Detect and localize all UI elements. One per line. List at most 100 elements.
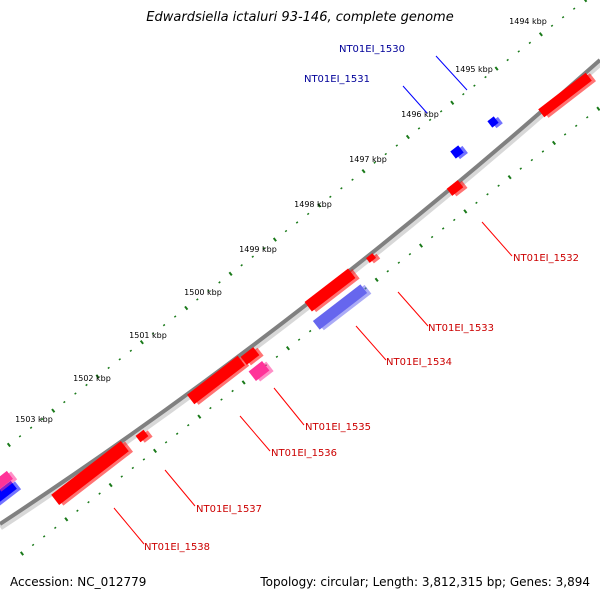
gene-label-leader [164,469,196,507]
tick-mark [541,150,545,153]
gene-block[interactable] [135,428,153,445]
tick-mark [18,435,22,438]
map-title: Edwardsiella ictaluri 93-146, complete g… [146,10,454,25]
tick-mark [563,133,567,136]
tick-mark [85,383,88,387]
tick-mark [453,218,456,222]
tick-mark [418,243,424,248]
gene-label[interactable]: NT01EI_1535 [305,422,371,433]
gene-label[interactable]: NT01EI_1530 [339,44,405,55]
tick-mark [98,492,101,495]
gene-label[interactable]: NT01EI_1538 [144,542,210,553]
tick-mark [184,305,189,311]
gene-block[interactable] [487,115,503,130]
gene-block[interactable] [304,267,360,314]
gene-block[interactable] [248,359,274,383]
gene-label-leader [273,387,305,426]
gene-label[interactable]: NT01EI_1531 [304,74,370,85]
tick-mark [186,424,190,427]
tick-mark [228,271,233,277]
gene-label-leader [397,291,429,327]
tick-mark [386,270,390,273]
tick-mark [317,203,322,208]
gene-block[interactable] [312,282,372,332]
tick-label: 1496 kbp [401,110,439,119]
tick-mark [550,24,554,27]
tick-mark [285,346,291,351]
tick-mark [139,340,144,345]
tick-mark [87,500,90,504]
gene-block[interactable] [240,345,264,367]
tick-mark [95,374,100,379]
tick-mark [528,41,532,45]
tick-mark [308,329,312,333]
tick-label: 1502 kbp [73,374,111,383]
tick-label: 1501 kbp [129,331,167,340]
tick-mark [395,144,399,147]
tick-mark [31,543,35,547]
gene-label[interactable]: NT01EI_1533 [428,323,494,334]
outer-tick-row [6,0,588,448]
gene-label-leader [481,221,513,257]
tick-mark [152,448,158,454]
tick-mark [397,261,401,264]
tick-mark [583,0,588,3]
tick-mark [484,75,487,79]
tick-mark [551,140,557,146]
gene-block-edge-rna[interactable] [0,469,18,493]
gene-block[interactable] [450,144,468,161]
tick-mark [329,195,332,199]
tick-mark [530,158,534,162]
tick-label: 1497 kbp [349,155,387,164]
tick-mark [561,16,565,19]
tick-mark [240,264,243,267]
tick-mark [430,235,434,239]
tick-mark [428,118,432,122]
tick-mark [197,414,202,419]
tick-label: 1500 kbp [184,288,222,297]
tick-mark [42,535,46,538]
gene-block-edge-top[interactable] [538,71,597,120]
tick-mark [207,289,210,293]
tick-label: 1494 kbp [509,17,547,26]
gene-block[interactable] [187,354,250,407]
gene-block[interactable] [446,178,468,198]
tick-mark [439,110,443,113]
tick-label: 1503 kbp [15,415,53,424]
tick-mark [275,355,279,358]
gene-label[interactable]: NT01EI_1532 [513,253,579,264]
gene-label[interactable]: NT01EI_1536 [271,448,337,459]
tick-mark [506,58,509,62]
gene-block-edge-bottom[interactable] [0,479,22,516]
gene-block[interactable] [51,439,134,507]
gene-label-leader [435,55,468,91]
gene-label[interactable]: NT01EI_1534 [386,357,452,368]
tick-mark [231,389,234,393]
tick-mark [351,178,354,181]
tick-mark [129,349,133,352]
tick-mark [76,509,79,512]
tick-mark [151,332,155,335]
tick-mark [262,246,266,250]
tick-mark [374,277,379,283]
gene-label[interactable]: NT01EI_1537 [196,504,262,515]
tick-mark [64,517,69,522]
tick-mark [463,209,468,214]
tick-mark [586,116,589,119]
tick-mark [173,315,177,318]
tick-mark [519,167,523,170]
tick-mark [107,366,110,370]
tick-mark [220,398,223,401]
tick-mark [51,408,56,413]
gene-label-leader [239,415,271,452]
tick-mark [196,298,199,301]
genome-summary-text: Topology: circular; Length: 3,812,315 bp… [260,575,590,589]
gene-block[interactable] [366,251,381,265]
tick-mark [142,458,146,461]
backbone [0,58,600,526]
accession-text: Accession: NC_012779 [10,575,147,589]
tick-mark [74,392,77,395]
tick-mark [373,161,376,164]
tick-mark [574,124,578,128]
tick-mark [475,201,478,205]
